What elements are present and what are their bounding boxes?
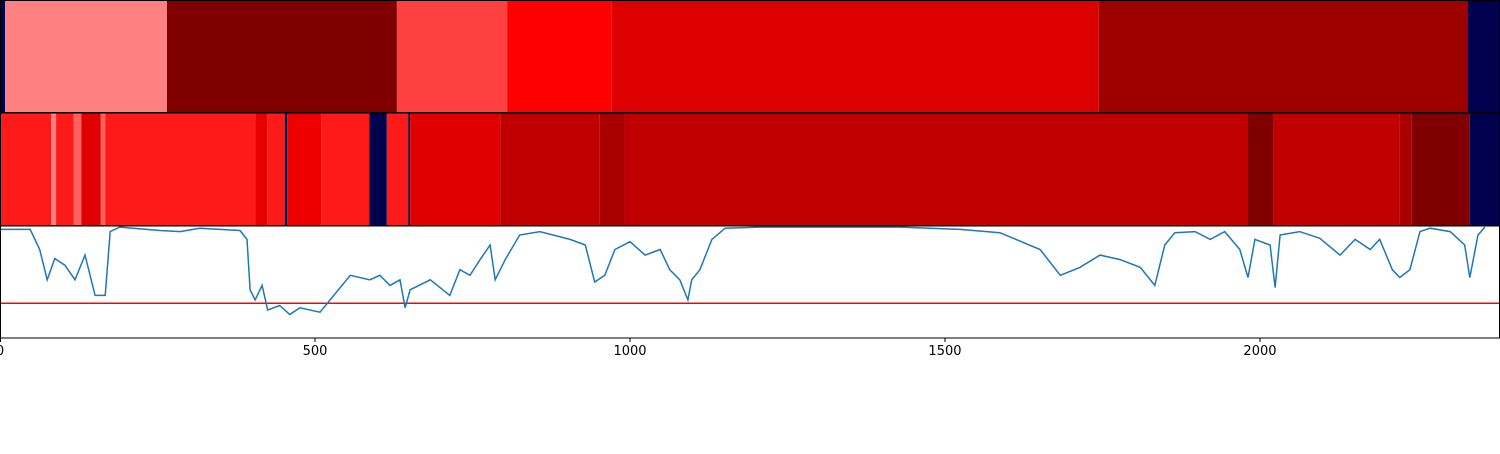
- heat-segment: [267, 113, 285, 226]
- heat-segment: [287, 113, 322, 226]
- x-tick-label: 500: [303, 344, 328, 359]
- heat-segment: [105, 113, 256, 226]
- x-tick-label: 2000: [1243, 344, 1276, 359]
- heat-segment: [507, 0, 612, 113]
- heat-segment: [611, 0, 1099, 113]
- heat-segment: [56, 113, 74, 226]
- heat-segment: [255, 113, 268, 226]
- heat-segment: [166, 0, 397, 113]
- heat-segment: [51, 113, 57, 226]
- heat-segment: [100, 113, 106, 226]
- heat-segment: [599, 113, 625, 226]
- heat-segment: [1098, 0, 1468, 113]
- heat-segment: [1467, 0, 1500, 113]
- heat-segment: [624, 113, 1249, 226]
- heat-segment: [386, 113, 409, 226]
- heat-segment: [1411, 113, 1470, 226]
- heat-segment: [410, 113, 501, 226]
- heat-segment: [0, 113, 52, 226]
- heat-segment: [1469, 113, 1500, 226]
- heat-segment: [500, 113, 600, 226]
- heat-segment: [5, 0, 167, 113]
- heat-segment: [284, 113, 288, 226]
- heat-segment: [1248, 113, 1274, 226]
- x-tick-label: 1500: [928, 344, 961, 359]
- heat-segment: [73, 113, 82, 226]
- heat-segment: [321, 113, 370, 226]
- x-tick-label: 1000: [613, 344, 646, 359]
- heat-segment: [408, 113, 411, 226]
- heat-segment: [1399, 113, 1412, 226]
- heat-segment: [369, 113, 387, 226]
- x-tick-label: 0: [0, 344, 4, 359]
- heat-segment: [81, 113, 101, 226]
- series-line: [0, 226, 1486, 316]
- heat-segment: [396, 0, 508, 113]
- heat-segment: [1273, 113, 1400, 226]
- heat-segment: [0, 0, 6, 113]
